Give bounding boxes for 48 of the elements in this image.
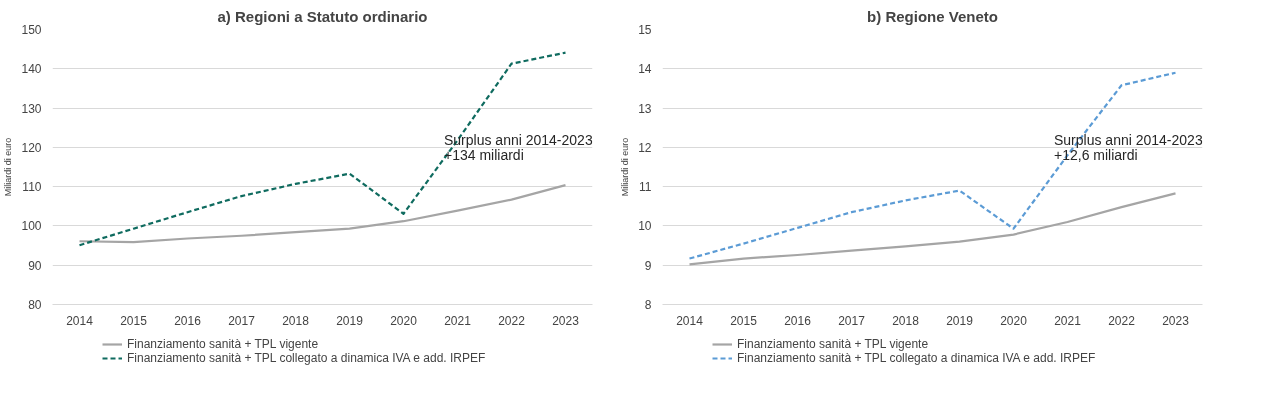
y-tick-label: 120 [21, 140, 42, 155]
line-series [78, 183, 567, 244]
legend-label: Finanziamento sanità + TPL collegato a dinamica IVA e add. IRPEF [127, 351, 486, 365]
y-tick-label: 10 [638, 219, 652, 234]
legend-label: Finanziamento sanità + TPL vigente [737, 337, 929, 351]
y-tick-label: 100 [21, 219, 42, 234]
x-tick-label: 2017 [838, 313, 866, 328]
y-tick-label: 12 [638, 140, 652, 155]
x-tick-label: 2021 [444, 313, 472, 328]
y-tick-label: 140 [21, 62, 42, 77]
y-tick-label: 110 [22, 180, 42, 195]
x-tick-label: 2019 [336, 313, 364, 328]
annotation: Surplus anni 2014-2023 [444, 131, 593, 148]
x-tick-label: 2015 [120, 313, 148, 328]
x-tick-label: 2021 [1054, 313, 1082, 328]
x-tick-label: 2022 [1108, 313, 1136, 328]
x-tick-label: 2020 [390, 313, 418, 328]
y-tick-label: 90 [28, 258, 42, 273]
y-tick-label: 13 [638, 101, 652, 116]
x-tick-label: 2019 [946, 313, 974, 328]
x-tick-label: 2015 [730, 313, 758, 328]
x-tick-label: 2014 [676, 313, 704, 328]
y-tick-label: 15 [638, 23, 652, 37]
x-tick-label: 2020 [1000, 313, 1028, 328]
y-tick-label: 8 [644, 298, 652, 312]
y-tick-label: 80 [28, 298, 42, 312]
annotation: Surplus anni 2014-2023 [1054, 131, 1203, 148]
y-tick-label: 11 [639, 180, 652, 195]
legend-label: Finanziamento sanità + TPL vigente [127, 337, 319, 351]
x-tick-label: 2018 [282, 313, 310, 328]
x-tick-label: 2017 [228, 313, 256, 328]
x-tick-label: 2016 [784, 313, 812, 328]
x-tick-label: 2023 [552, 313, 580, 328]
x-tick-label: 2014 [66, 313, 94, 328]
legend-label: Finanziamento sanità + TPL collegato a dinamica IVA e add. IRPEF [737, 351, 1096, 365]
y-axis-title: Miliardi di euro [620, 137, 631, 197]
y-tick-label: 14 [638, 62, 652, 77]
x-tick-label: 2022 [498, 313, 526, 328]
y-tick-label: 150 [21, 23, 42, 37]
y-tick-label: 130 [21, 101, 42, 116]
chart-title: b) Regione Veneto [867, 7, 998, 25]
chart-title: a) Regioni a Statuto ordinario [217, 7, 428, 25]
x-tick-label: 2018 [892, 313, 920, 328]
x-tick-label: 2023 [1162, 313, 1190, 328]
line-series [688, 192, 1177, 266]
x-tick-label: 2016 [174, 313, 202, 328]
y-tick-label: 9 [644, 258, 652, 273]
y-axis-title: Miliardi di euro [3, 137, 14, 197]
